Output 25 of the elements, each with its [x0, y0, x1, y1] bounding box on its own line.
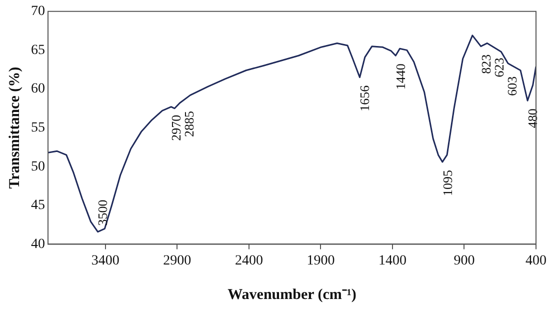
- annotation: 2885: [182, 110, 197, 137]
- x-tick-label: 1900: [306, 253, 335, 268]
- x-tick-label: 3400: [91, 253, 120, 268]
- annotation: 3500: [95, 200, 110, 226]
- y-tick-label: 65: [31, 42, 45, 58]
- annotation: 2970: [168, 114, 184, 141]
- x-tick-label: 1400: [378, 253, 406, 268]
- x-tick-label: 2900: [163, 253, 192, 268]
- annotation: 1095: [440, 170, 455, 196]
- y-axis-title: Transmittance (%): [6, 66, 23, 189]
- y-tick-label: 50: [31, 159, 45, 174]
- annotation: 1656: [357, 84, 372, 112]
- x-tick-label: 900: [454, 253, 475, 268]
- y-tick-label: 70: [31, 4, 45, 20]
- annotation: 823: [478, 54, 494, 74]
- y-tick-label: 40: [31, 236, 45, 252]
- annotation: 603: [504, 76, 520, 96]
- x-tick-label: 2400: [234, 253, 263, 268]
- annotation: 623: [491, 58, 506, 78]
- x-axis-title: Wavenumber (cm⁻¹): [228, 286, 356, 303]
- annotation: 1440: [393, 64, 408, 90]
- y-tick-label: 60: [31, 82, 45, 97]
- y-tick-label: 55: [31, 120, 45, 136]
- x-tick-label: 400: [526, 253, 546, 268]
- y-tick-label: 45: [31, 198, 45, 214]
